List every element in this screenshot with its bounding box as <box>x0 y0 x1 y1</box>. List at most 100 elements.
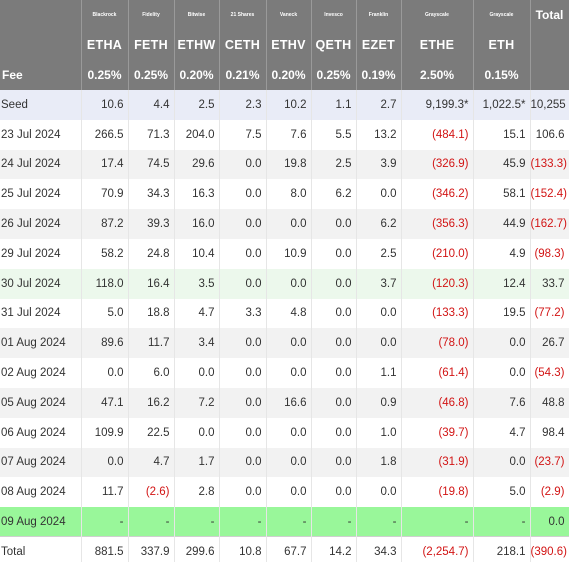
flow-cell: 47.1 <box>81 387 129 418</box>
flow-cell: 3.4 <box>174 328 220 359</box>
flow-cell: 0.0 <box>473 328 531 359</box>
flow-cell: - <box>473 507 531 537</box>
flow-cell: 7.6 <box>473 387 531 418</box>
fee-label: Fee <box>0 60 82 90</box>
flow-cell: 4.7 <box>174 298 220 329</box>
flow-cell: 8.0 <box>266 179 312 210</box>
flow-cell: 4.9 <box>473 238 531 269</box>
flow-cell: 0.0 <box>311 268 357 299</box>
table-row: 09 Aug 2024- - - - - - - - -0.0 <box>0 507 569 537</box>
flow-cell: 0.0 <box>356 328 402 359</box>
flow-cell: 0.0 <box>473 447 531 478</box>
ticker-symbol: QETH <box>311 30 357 60</box>
fee-value: 0.19% <box>356 60 402 90</box>
flow-cell: 74.5 <box>128 149 175 180</box>
fee-value: 0.21% <box>219 60 267 90</box>
flow-cell: 0.0 <box>311 328 357 359</box>
flow-cell: 881.5 <box>81 536 129 562</box>
row-total-cell: (23.7) <box>530 447 569 478</box>
issuer-name: Invesco <box>311 0 357 30</box>
flow-cell: 0.0 <box>266 358 312 388</box>
flow-cell: 19.8 <box>266 149 312 180</box>
table-row: 23 Jul 2024 266.5 71.3 204.0 7.5 7.6 5.5 13.2 (4… <box>0 119 569 150</box>
flow-cell: (356.3) <box>401 209 474 239</box>
flow-cell: - <box>81 507 129 537</box>
flow-cell: 10.8 <box>219 536 267 562</box>
flow-rows: Seed 10.6 4.4 2.5 2.3 10.2 1.1 2.7 9,199.3* 1,022… <box>0 90 569 562</box>
flow-cell: 1.8 <box>356 447 402 478</box>
issuer-name: Grayscale <box>401 0 474 30</box>
fee-value: 0.25% <box>128 60 175 90</box>
flow-cell: 14.2 <box>311 536 357 562</box>
flow-cell: 0.0 <box>356 477 402 508</box>
fee-value: 2.50% <box>401 60 474 90</box>
flow-cell: 0.0 <box>219 209 267 239</box>
row-total-cell: 0.0 <box>530 507 569 537</box>
flow-cell: 58.2 <box>81 238 129 269</box>
flow-cell: 0.0 <box>266 447 312 478</box>
flow-cell: 70.9 <box>81 179 129 210</box>
flow-cell: 16.2 <box>128 387 175 418</box>
flow-cell: 0.0 <box>311 238 357 269</box>
flow-cell: 71.3 <box>128 119 175 150</box>
flow-cell: 0.0 <box>266 477 312 508</box>
ticker-symbol: CETH <box>219 30 267 60</box>
fee-header-row: Fee 0.25% 0.25% 0.20% 0.21% 0.20% 0.25% … <box>0 60 569 90</box>
flow-cell: 0.0 <box>266 417 312 448</box>
flow-cell: 0.0 <box>219 387 267 418</box>
flow-cell: 67.7 <box>266 536 312 562</box>
row-date: 05 Aug 2024 <box>0 387 82 418</box>
flow-cell: 12.4 <box>473 268 531 299</box>
row-total-cell: (152.4) <box>530 179 569 210</box>
ticker-symbol: FETH <box>128 30 175 60</box>
flow-cell: 0.0 <box>219 477 267 508</box>
flow-cell: 39.3 <box>128 209 175 239</box>
row-date: 07 Aug 2024 <box>0 447 82 478</box>
flow-cell: 0.0 <box>311 209 357 239</box>
flow-cell: 10.6 <box>81 90 129 120</box>
flow-cell: 10.4 <box>174 238 220 269</box>
flow-cell: 44.9 <box>473 209 531 239</box>
ticker-header-row: ETHA FETH ETHW CETH ETHV QETH EZET ETHE … <box>0 30 569 60</box>
row-date: 08 Aug 2024 <box>0 477 82 508</box>
flow-cell: 0.0 <box>356 298 402 329</box>
row-date: Seed <box>0 90 82 120</box>
flow-cell: 0.0 <box>311 477 357 508</box>
ticker-symbol: ETHW <box>174 30 220 60</box>
ticker-symbol: EZET <box>356 30 402 60</box>
flow-cell: 10.9 <box>266 238 312 269</box>
flow-cell: 34.3 <box>128 179 175 210</box>
fee-value: 0.20% <box>174 60 220 90</box>
table-row: 26 Jul 2024 87.2 39.3 16.0 0.0 0.0 0.0 6.2 (356.… <box>0 209 569 239</box>
total-column-spacer <box>530 60 569 90</box>
flow-cell: 0.0 <box>266 268 312 299</box>
flow-cell: (2.6) <box>128 477 175 508</box>
flow-cell: 0.0 <box>174 417 220 448</box>
flow-cell: 0.0 <box>219 417 267 448</box>
row-total-cell: (390.6) <box>530 536 569 562</box>
flow-cell: 0.0 <box>311 447 357 478</box>
flow-cell: 58.1 <box>473 179 531 210</box>
flow-cell: 0.0 <box>219 149 267 180</box>
table-row: 07 Aug 2024 0.0 4.7 1.7 0.0 0.0 0.0 1.8 (31.9) 0.… <box>0 447 569 478</box>
flow-cell: 1.7 <box>174 447 220 478</box>
row-date: 25 Jul 2024 <box>0 179 82 210</box>
flow-cell: 0.0 <box>311 417 357 448</box>
flow-cell: (39.7) <box>401 417 474 448</box>
row-date: 31 Jul 2024 <box>0 298 82 329</box>
flow-cell: 299.6 <box>174 536 220 562</box>
flow-cell: (210.0) <box>401 238 474 269</box>
flow-cell: - <box>311 507 357 537</box>
flow-cell: 0.0 <box>311 298 357 329</box>
row-date: 02 Aug 2024 <box>0 358 82 388</box>
fee-value: 0.15% <box>473 60 531 90</box>
flow-cell: 9,199.3* <box>401 90 474 120</box>
flow-cell: 0.0 <box>219 358 267 388</box>
table-row: 29 Jul 2024 58.2 24.8 10.4 0.0 10.9 0.0 2.5 (210… <box>0 238 569 269</box>
corner-cell <box>0 0 82 30</box>
fee-value: 0.25% <box>311 60 357 90</box>
row-total-cell: (98.3) <box>530 238 569 269</box>
flow-cell: 1.1 <box>311 90 357 120</box>
flow-cell: 11.7 <box>81 477 129 508</box>
